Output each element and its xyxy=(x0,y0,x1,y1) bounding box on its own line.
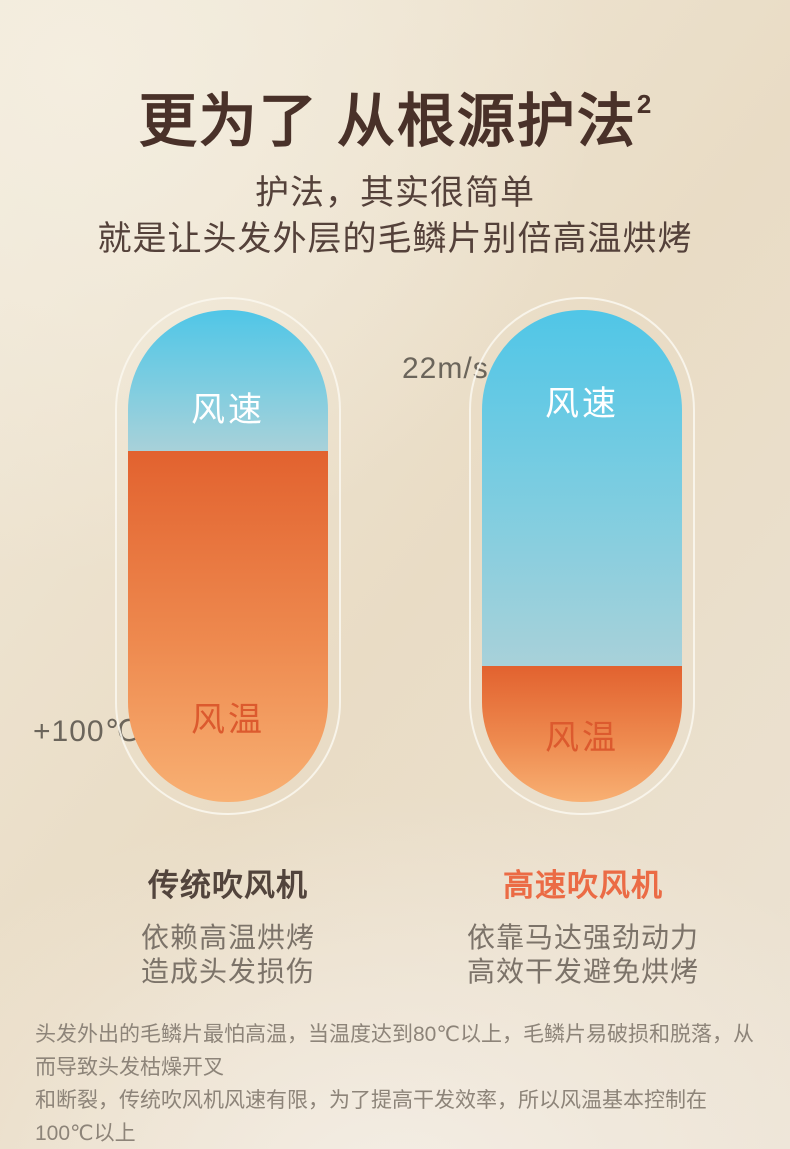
traditional-desc-line-2: 造成头发损伤 xyxy=(140,956,315,987)
right-capsule-highspeed-dryer: 风速 风温 xyxy=(482,310,682,802)
traditional-dryer-legend: 传统吹风机 依赖高温烘烤 造成头发损伤 xyxy=(78,860,378,989)
right-capsule-outline-ring xyxy=(469,297,695,815)
subtitle-line-2: 就是让头发外层的毛鳞片别倍高温烘烤 xyxy=(97,220,693,258)
footnote: 头发外出的毛鳞片最怕高温，当温度达到80℃以上，毛鳞片易破损和脱落，从而导致头发… xyxy=(35,1018,757,1149)
highspeed-dryer-legend: 高速吹风机 依靠马达强劲动力 高效干发避免烘烤 xyxy=(433,860,733,989)
left-wind-temp-label: 风温 xyxy=(191,701,265,739)
right-capsule-wind-speed-segment xyxy=(482,310,682,667)
left-capsule-wind-temp-segment xyxy=(128,451,328,802)
left-capsule-outline-ring xyxy=(115,297,341,815)
highspeed-desc-line-2: 高效干发避免烘烤 xyxy=(466,956,699,987)
highspeed-dryer-description: 依靠马达强劲动力 高效干发避免烘烤 xyxy=(433,921,733,989)
footnote-line-1: 头发外出的毛鳞片最怕高温，当温度达到80℃以上，毛鳞片易破损和脱落，从而导致头发… xyxy=(35,1023,754,1079)
page-title: 更为了 从根源护法2 xyxy=(0,74,790,158)
page-subtitle: 护法，其实很简单 就是让头发外层的毛鳞片别倍高温烘烤 xyxy=(0,170,790,262)
traditional-dryer-name: 传统吹风机 xyxy=(148,868,308,903)
page-title-superscript: 2 xyxy=(636,89,652,119)
traditional-desc-line-1: 依赖高温烘烤 xyxy=(140,922,315,953)
traditional-dryer-description: 依赖高温烘烤 造成头发损伤 xyxy=(78,921,378,989)
highspeed-desc-line-1: 依靠马达强劲动力 xyxy=(466,922,699,953)
right-wind-temp-label: 风温 xyxy=(545,719,619,757)
footnote-line-2: 和断裂，传统吹风机风速有限，为了提高干发效率，所以风温基本控制在100℃以上 xyxy=(35,1089,707,1145)
left-capsule-traditional-dryer: 风速 风温 xyxy=(128,310,328,802)
right-wind-speed-label: 风速 xyxy=(545,385,619,423)
subtitle-line-1: 护法，其实很简单 xyxy=(255,174,535,212)
highspeed-dryer-name: 高速吹风机 xyxy=(503,868,663,903)
left-wind-speed-label: 风速 xyxy=(191,391,265,429)
page-title-text: 更为了 从根源护法 xyxy=(138,89,637,154)
